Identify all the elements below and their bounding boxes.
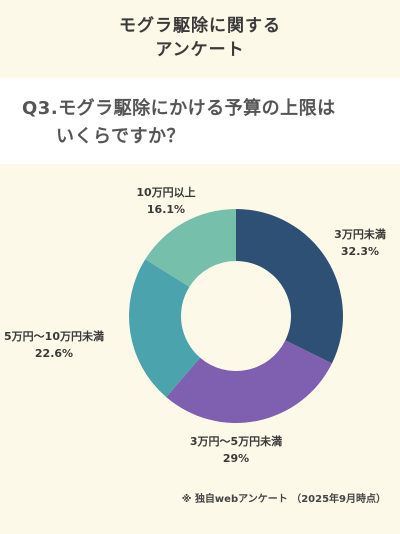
slice-category-label-1: 3万円未満 — [334, 227, 386, 241]
donut-chart: 3万円未満 32.3% 3万円～5万円未満 29% 5万円～10万円未満 22.6% 10万… — [4, 185, 386, 465]
donut-slice-1 — [236, 209, 343, 364]
slice-category-label-4: 10万円以上 — [136, 185, 195, 199]
question-box: Q3.モグラ駆除にかける予算の上限は いくらですか？ — [0, 78, 400, 164]
slice-value-label-3: 22.6% — [35, 347, 73, 360]
donut-slice-4 — [145, 209, 236, 287]
question-text-line1: Q3.モグラ駆除にかける予算の上限は — [22, 98, 336, 119]
source-note: ※ 独自webアンケート （2025年9月時点） — [181, 494, 386, 505]
slice-value-label-2: 29% — [223, 452, 249, 465]
chart-area: 3万円未満 32.3% 3万円～5万円未満 29% 5万円～10万円未満 22.6% 10万… — [0, 164, 400, 530]
question-text-line2: いくらですか？ — [56, 126, 185, 147]
survey-title-line2: アンケート — [155, 40, 245, 60]
survey-title-line1: モグラ駆除に関する — [119, 16, 281, 36]
donut-slice-2 — [166, 340, 332, 423]
donut-slice-3 — [129, 259, 201, 398]
slice-value-label-4: 16.1% — [147, 203, 185, 216]
survey-header: モグラ駆除に関する アンケート — [0, 0, 400, 78]
slice-value-label-1: 32.3% — [341, 245, 379, 258]
slice-category-label-2: 3万円～5万円未満 — [190, 434, 282, 448]
slice-category-label-3: 5万円～10万円未満 — [4, 329, 104, 343]
